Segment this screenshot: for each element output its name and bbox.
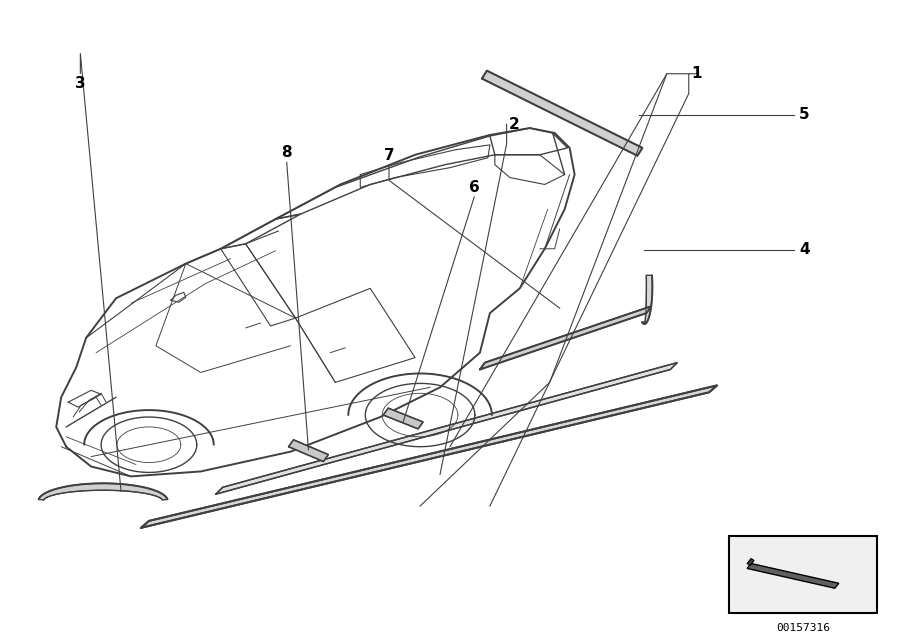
Polygon shape <box>747 563 839 588</box>
Polygon shape <box>39 483 167 500</box>
Polygon shape <box>141 385 717 528</box>
Text: 5: 5 <box>799 107 810 122</box>
Text: 6: 6 <box>469 179 480 195</box>
Text: 2: 2 <box>509 116 520 132</box>
Bar <box>729 536 877 613</box>
Polygon shape <box>747 558 754 565</box>
Text: 00157316: 00157316 <box>776 623 830 633</box>
Text: 1: 1 <box>691 66 702 81</box>
Text: 7: 7 <box>383 148 394 163</box>
Text: 3: 3 <box>75 76 86 91</box>
Text: 8: 8 <box>282 145 292 160</box>
Polygon shape <box>216 363 678 494</box>
Text: 4: 4 <box>799 242 810 258</box>
Polygon shape <box>383 408 423 429</box>
Polygon shape <box>289 439 328 462</box>
Polygon shape <box>642 275 652 324</box>
Polygon shape <box>482 71 643 156</box>
Polygon shape <box>480 306 652 370</box>
